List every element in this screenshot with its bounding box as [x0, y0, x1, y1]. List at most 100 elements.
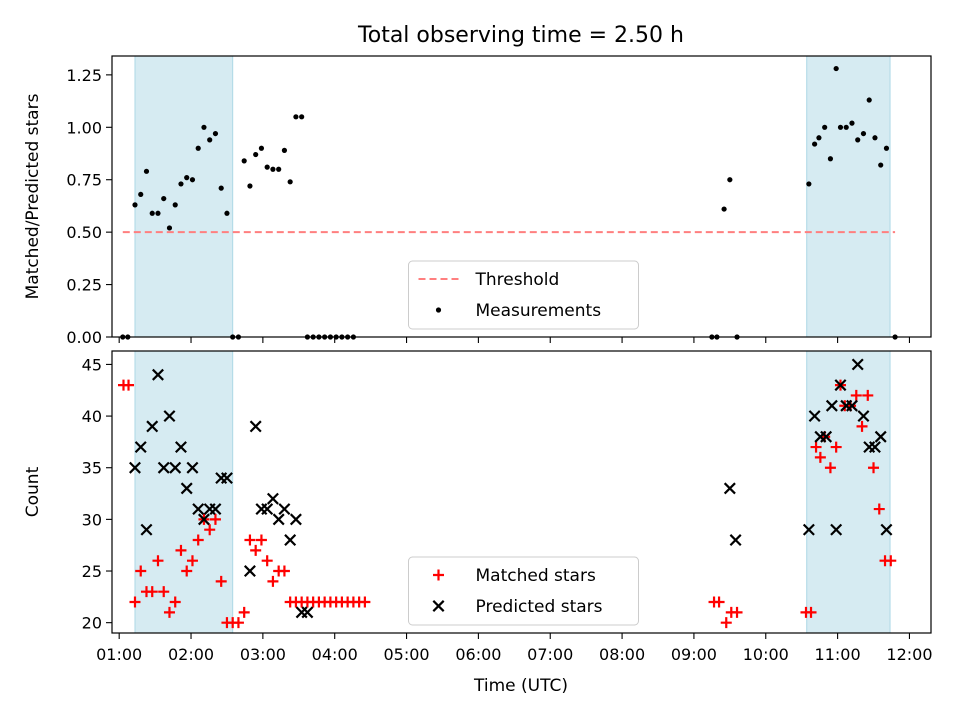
measurement-point — [727, 177, 733, 183]
matched-star-point — [163, 606, 175, 618]
matched-star-point — [169, 596, 181, 608]
y-tick-label: 1.00 — [66, 118, 102, 137]
count-y-axis-label: Count — [23, 466, 43, 517]
measurement-point — [161, 195, 167, 202]
matched-star-point — [186, 555, 198, 567]
predicted-star-point — [723, 482, 736, 495]
measurement-point — [201, 124, 207, 130]
legend-label: Measurements — [476, 301, 602, 321]
measurement-point — [184, 175, 190, 181]
matched-star-point — [244, 534, 256, 546]
predicted-star-point — [845, 399, 858, 412]
matched-star-point — [720, 617, 732, 629]
measurement-point — [189, 177, 196, 183]
measurement-point — [822, 124, 828, 130]
y-tick-label: 0.25 — [66, 276, 102, 295]
x-tick-label: 11:00 — [815, 645, 861, 664]
measurement-point — [860, 130, 867, 137]
predicted-star-point — [301, 606, 314, 619]
y-tick-label: 45 — [82, 355, 102, 374]
predicted-star-point — [146, 420, 159, 433]
predicted-star-point — [284, 534, 297, 547]
measurement-point — [855, 137, 861, 143]
matched-star-point — [261, 555, 273, 567]
measurement-point — [827, 156, 834, 162]
predicted-star-point — [197, 513, 210, 526]
measurement-point — [833, 65, 839, 72]
measurement-point — [299, 114, 305, 120]
y-tick-label: 35 — [82, 459, 102, 478]
matched-star-point — [713, 596, 725, 608]
measurement-point — [253, 151, 259, 158]
predicted-star-point — [152, 368, 164, 381]
y-tick-label: 1.25 — [66, 66, 102, 85]
matched-star-point — [192, 534, 204, 546]
matched-star-point — [129, 596, 141, 608]
predicted-star-point — [192, 503, 205, 516]
matched-star-point — [135, 565, 147, 577]
legend-label: Predicted stars — [476, 597, 603, 617]
predicted-star-point — [266, 492, 279, 505]
measurement-point — [843, 124, 849, 130]
predicted-star-point — [874, 430, 887, 443]
x-tick-label: 03:00 — [240, 645, 286, 664]
measurement-point — [883, 145, 890, 151]
ratio-x-ticks — [118, 337, 910, 343]
measurement-point — [172, 202, 178, 208]
predicted-star-point — [174, 441, 187, 454]
y-tick-label: 0.50 — [66, 223, 102, 242]
measurement-point — [178, 181, 184, 187]
ratio-observing-windows — [134, 55, 891, 338]
matched-star-point — [250, 544, 262, 556]
y-tick-label: 0.00 — [66, 328, 102, 347]
matched-star-point — [830, 441, 842, 453]
legend-box — [408, 260, 639, 330]
measurement-point — [149, 210, 155, 216]
measurement-point — [866, 97, 872, 103]
predicted-star-point — [249, 420, 262, 433]
y-tick-label: 30 — [82, 510, 102, 529]
matched-star-point — [850, 389, 862, 401]
predicted-star-point — [830, 523, 843, 536]
matched-star-point — [278, 565, 290, 577]
legend-predicted-swatch — [432, 600, 445, 612]
measurement-point — [721, 206, 727, 212]
count-panel: 20 25 30 35 40 45 01:00 02:00 03:00 04:00 05:00 06… — [23, 350, 933, 664]
matched-star-point — [209, 513, 221, 525]
x-tick-label: 01:00 — [96, 645, 142, 664]
ratio-plot-frame — [111, 55, 932, 338]
matched-star-point — [123, 379, 135, 391]
predicted-star-point — [729, 534, 742, 547]
ratio-y-axis-label: Matched/Predicted stars — [23, 93, 43, 299]
y-tick-label: 0.75 — [66, 171, 102, 190]
matched-star-point — [158, 586, 170, 598]
predicted-star-point — [802, 523, 815, 536]
x-axis-label: Time (UTC) — [473, 676, 568, 696]
chart-title: Total observing time = 2.50 h — [357, 23, 684, 48]
measurement-point — [218, 185, 224, 191]
predicted-star-point — [220, 472, 233, 485]
measurement-point — [258, 145, 265, 151]
measurement-point — [207, 137, 213, 143]
count-plot-frame — [111, 350, 932, 634]
predicted-star-point — [163, 410, 176, 423]
predicted-star-point — [140, 523, 153, 536]
x-tick-label: 05:00 — [383, 645, 429, 664]
measurement-point — [816, 135, 822, 141]
legend-measurement-swatch — [435, 307, 442, 313]
measurement-point — [195, 145, 201, 151]
observing-window-2 — [806, 350, 891, 634]
legend-label: Threshold — [475, 270, 560, 290]
measurement-point — [138, 191, 144, 198]
measurement-point — [806, 181, 812, 187]
matched-star-point — [810, 441, 822, 453]
predicted-star-point — [851, 358, 864, 371]
measurement-point — [270, 166, 276, 172]
x-tick-label: 07:00 — [527, 645, 573, 664]
matched-star-point — [204, 524, 216, 536]
matched-star-point — [731, 606, 743, 618]
predicted-star-point — [186, 461, 199, 474]
count-y-axis: 20 25 30 35 40 45 — [82, 355, 112, 633]
matched-star-point — [814, 451, 826, 463]
